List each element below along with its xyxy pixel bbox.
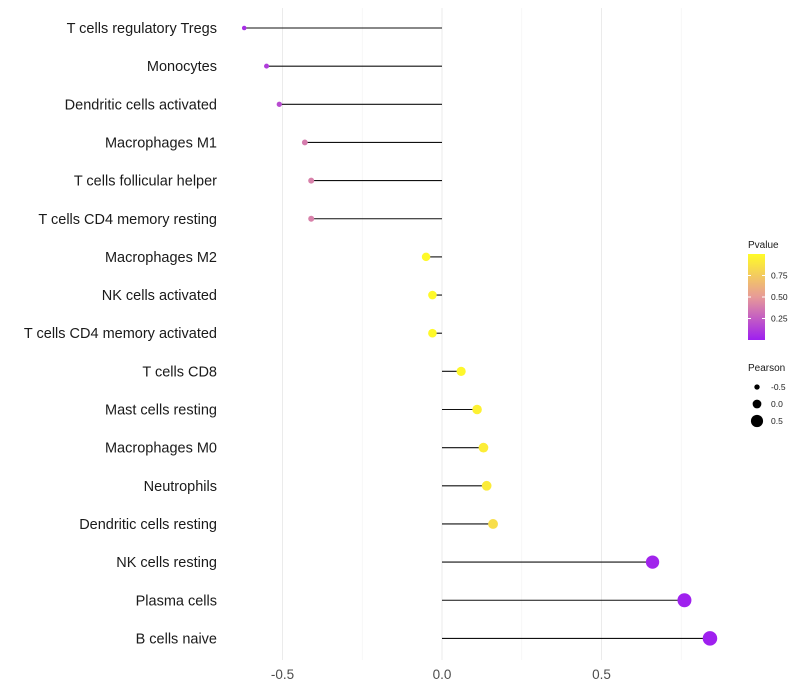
category-label: T cells regulatory Tregs [67, 21, 217, 37]
grid-lines [282, 8, 682, 660]
lollipop-dot [308, 215, 315, 222]
lollipop-dot [421, 252, 431, 262]
pvalue-legend-title: Pvalue [748, 240, 779, 251]
pearson-legend-title: Pearson [748, 363, 785, 374]
category-label: Dendritic cells activated [65, 97, 217, 113]
category-label: Monocytes [147, 59, 217, 75]
pvalue-tick-label: 0.75 [771, 271, 788, 281]
x-tick-label: 0.5 [592, 667, 611, 682]
lollipop-dot [428, 290, 437, 300]
category-label: T cells CD4 memory activated [24, 326, 217, 342]
category-label: Plasma cells [136, 593, 217, 609]
pvalue-tick-label: 0.50 [771, 292, 788, 302]
category-label: Macrophages M1 [105, 135, 217, 151]
pearson-tick-label: 0.5 [771, 416, 783, 426]
lollipop-stems [244, 27, 710, 639]
category-label: Macrophages M2 [105, 250, 217, 266]
lollipop-dot [472, 404, 482, 415]
pearson-tick-label: 0.0 [771, 399, 783, 409]
category-label: Dendritic cells resting [79, 517, 217, 533]
pearson-size-key [750, 414, 764, 428]
lollipop-dots [241, 25, 718, 646]
pearson-size-key [754, 384, 760, 390]
pvalue-legend: Pvalue 0.25 0.50 0.75 [748, 240, 788, 340]
lollipop-dot [677, 593, 692, 608]
category-label: Macrophages M0 [105, 441, 217, 457]
lollipop-dot [276, 101, 282, 107]
x-axis-labels: -0.5 0.0 0.5 [271, 667, 611, 682]
lollipop-dot [301, 139, 308, 146]
lollipop-dot [478, 442, 489, 453]
lollipop-dot [645, 555, 660, 569]
pvalue-tick-label: 0.25 [771, 314, 788, 324]
lollipop-dot [702, 631, 718, 646]
pearson-tick-label: -0.5 [771, 382, 786, 392]
category-label: T cells follicular helper [74, 174, 217, 190]
category-label: NK cells resting [116, 555, 217, 571]
lollipop-dot [308, 177, 315, 184]
lollipop-dot [481, 480, 492, 491]
y-axis-labels: T cells regulatory Tregs Monocytes Dendrit… [24, 21, 217, 647]
pearson-size-key [752, 399, 762, 409]
category-label: NK cells activated [102, 288, 217, 304]
lollipop-dot [241, 25, 247, 31]
lollipop-dot [488, 519, 498, 529]
category-label: Mast cells resting [105, 403, 217, 419]
category-label: B cells naive [136, 631, 217, 647]
category-label: T cells CD4 memory resting [38, 212, 217, 228]
pearson-legend: Pearson -0.5 0.0 0.5 [748, 363, 786, 428]
lollipop-dot [456, 366, 466, 376]
x-tick-label: 0.0 [433, 667, 452, 682]
lollipop-dot [428, 328, 437, 338]
x-tick-label: -0.5 [271, 667, 294, 682]
category-label: T cells CD8 [142, 364, 217, 380]
category-label: Neutrophils [144, 479, 217, 495]
lollipop-dot [264, 63, 270, 69]
pvalue-colorbar [748, 254, 765, 340]
